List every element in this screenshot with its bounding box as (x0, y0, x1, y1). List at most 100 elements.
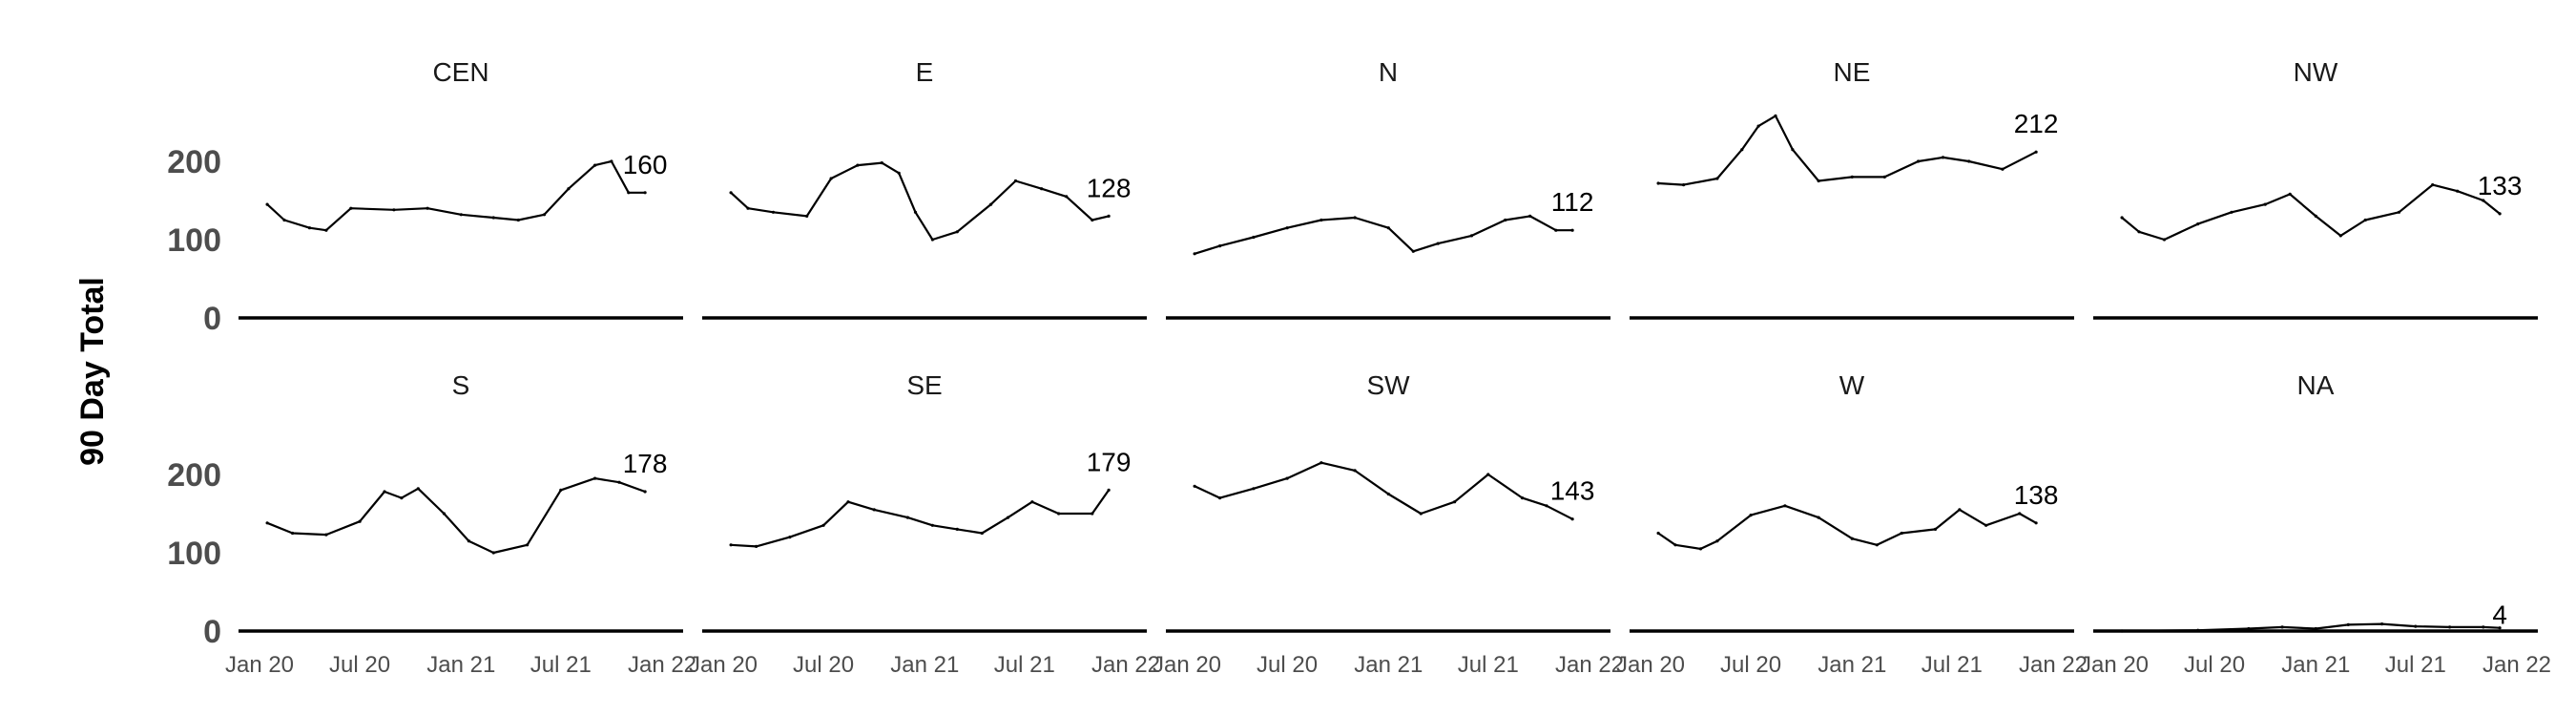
data-point-nw-10 (2397, 210, 2401, 214)
data-point-cen-0 (265, 202, 269, 206)
data-point-se-10 (1006, 516, 1010, 519)
data-point-nw-12 (2456, 189, 2460, 193)
data-point-s-11 (559, 488, 563, 492)
panel-title-sw: SW (1366, 370, 1410, 400)
data-point-cen-6 (426, 206, 429, 210)
data-point-na-5 (2346, 622, 2350, 627)
x-tick-label-col5-jul-21: Jul 21 (2385, 652, 2446, 678)
data-point-e-2 (771, 210, 776, 214)
data-point-sw-7 (1419, 512, 1423, 516)
data-point-se-4 (846, 500, 850, 504)
data-point-na-4 (2314, 626, 2317, 631)
data-point-se-8 (955, 527, 959, 532)
data-point-e-4 (829, 177, 833, 180)
data-point-nw-13 (2482, 199, 2485, 202)
data-point-se-0 (729, 543, 733, 547)
data-point-se-1 (755, 544, 758, 549)
data-point-cen-12 (593, 163, 597, 167)
data-point-n-9 (1469, 234, 1474, 238)
data-point-se-2 (788, 536, 792, 539)
data-point-sw-0 (1193, 484, 1196, 488)
end-label-na: 4 (2492, 600, 2507, 630)
x-tick-label-col5-jan-22: Jan 22 (2483, 652, 2551, 678)
data-point-ne-7 (1817, 179, 1820, 183)
panel-title-e: E (916, 57, 934, 87)
data-point-na-6 (2380, 622, 2384, 626)
data-point-s-13 (617, 480, 621, 484)
data-point-cen-14 (627, 191, 631, 195)
data-point-n-4 (1319, 218, 1323, 222)
data-point-n-7 (1411, 249, 1415, 253)
data-point-na-1 (2196, 628, 2200, 632)
x-tick-label-col2-jan-22: Jan 22 (1091, 652, 1160, 678)
data-point-e-5 (856, 163, 860, 167)
data-point-e-1 (746, 206, 750, 210)
end-label-cen: 160 (623, 150, 668, 179)
data-point-ne-14 (2034, 150, 2038, 154)
data-point-nw-14 (2498, 212, 2502, 216)
data-point-n-10 (1504, 218, 1507, 222)
data-point-sw-2 (1252, 487, 1256, 491)
y-tick-label-row1-200: 200 (167, 144, 221, 180)
x-tick-label-col1-jul-20: Jul 20 (329, 652, 390, 678)
data-point-sw-12 (1570, 517, 1574, 521)
data-point-s-9 (491, 551, 495, 555)
x-tick-label-col2-jul-21: Jul 21 (994, 652, 1055, 678)
data-point-e-7 (897, 171, 901, 175)
data-point-w-6 (1817, 516, 1820, 519)
y-axis-title: 90 Day Total (74, 277, 111, 466)
y-tick-label-row2-100: 100 (167, 536, 221, 572)
data-point-s-14 (643, 490, 647, 494)
series-line-se (731, 489, 1110, 548)
data-point-sw-10 (1521, 496, 1525, 500)
data-point-se-13 (1091, 512, 1094, 516)
panel-title-se: SE (906, 370, 942, 400)
data-point-cen-2 (307, 226, 312, 230)
data-point-nw-8 (2338, 234, 2342, 238)
panel-title-ne: NE (1834, 57, 1871, 87)
data-point-nw-7 (2314, 214, 2317, 218)
x-tick-label-col2-jan-20: Jan 20 (689, 652, 758, 678)
data-point-w-4 (1749, 514, 1753, 517)
data-point-n-0 (1193, 252, 1196, 256)
x-tick-label-col3-jan-22: Jan 22 (1555, 652, 1624, 678)
x-tick-label-col3-jul-21: Jul 21 (1458, 652, 1519, 678)
data-point-s-4 (383, 490, 386, 494)
data-point-s-2 (324, 533, 328, 537)
data-point-nw-5 (2263, 202, 2267, 206)
data-point-s-6 (416, 487, 420, 491)
data-point-ne-8 (1850, 175, 1854, 179)
series-line-s (266, 477, 646, 555)
data-point-sw-5 (1353, 469, 1357, 473)
data-point-n-5 (1353, 216, 1357, 220)
data-point-cen-9 (516, 218, 520, 222)
data-point-ne-6 (1791, 148, 1795, 152)
panel-title-n: N (1379, 57, 1398, 87)
x-tick-label-col3-jan-20: Jan 20 (1153, 652, 1221, 678)
end-label-s: 178 (623, 449, 668, 478)
data-point-cen-3 (324, 228, 328, 232)
data-point-e-6 (880, 161, 883, 165)
data-point-se-5 (872, 508, 876, 512)
data-point-s-5 (400, 496, 404, 500)
data-point-e-0 (729, 191, 733, 195)
data-point-nw-3 (2196, 222, 2200, 226)
panel-title-nw: NW (2294, 57, 2338, 87)
data-point-ne-3 (1740, 148, 1744, 152)
data-point-se-7 (930, 523, 935, 527)
data-point-n-3 (1285, 226, 1289, 230)
data-point-ne-2 (1715, 177, 1719, 180)
data-point-nw-2 (2162, 238, 2167, 242)
data-point-e-12 (1013, 179, 1018, 183)
panel-title-na: NA (2297, 370, 2335, 400)
data-point-w-3 (1715, 539, 1719, 543)
data-point-e-15 (1091, 218, 1094, 222)
data-point-na-10 (2498, 626, 2502, 630)
data-point-e-14 (1065, 195, 1069, 199)
end-label-n: 112 (1551, 187, 1594, 217)
data-point-cen-7 (459, 213, 463, 217)
x-tick-label-col4-jul-20: Jul 20 (1720, 652, 1781, 678)
panel-title-cen: CEN (432, 57, 488, 87)
x-tick-label-col2-jan-21: Jan 21 (890, 652, 959, 678)
